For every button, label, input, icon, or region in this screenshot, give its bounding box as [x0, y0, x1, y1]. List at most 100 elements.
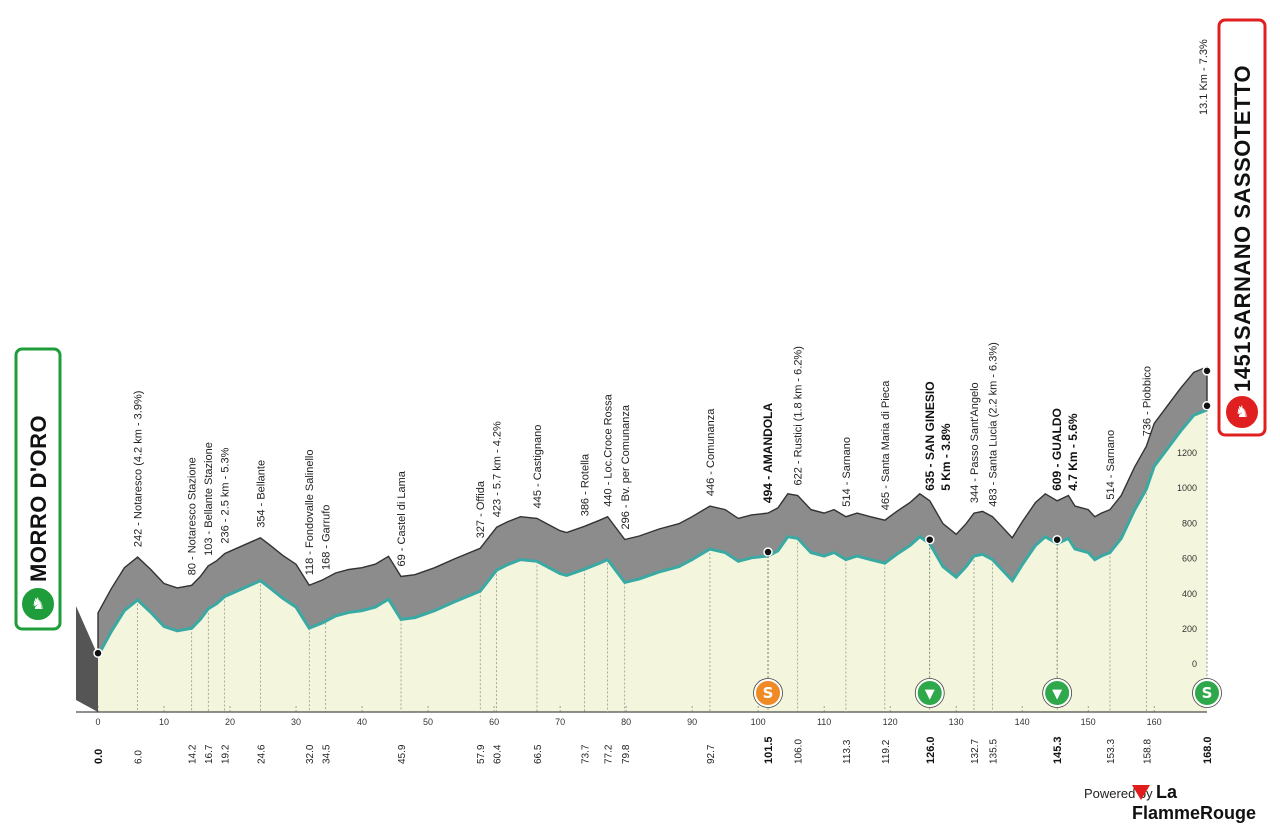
marker-ring-2 [1042, 678, 1073, 708]
km-mark-4: 19.2 [221, 744, 232, 764]
km-mark-9: 57.9 [476, 744, 487, 764]
km-mark-label-25: 158.8 [1142, 739, 1153, 764]
km-mark-7: 34.5 [322, 744, 333, 764]
km-mark-26: 168.0 [1202, 736, 1214, 764]
km-mark-label-6: 32.0 [305, 744, 316, 764]
x-tick-16: 160 [1147, 717, 1162, 727]
waypoint-label-22: 609 - GUALDO [1050, 408, 1064, 491]
brand-name: La FlammeRouge [1132, 782, 1257, 823]
y-tick-2: 400 [1182, 589, 1197, 599]
x-tick-11: 110 [817, 717, 831, 727]
waypoint-5: 118 - Fondovalle Salinello [304, 450, 316, 576]
waypoint-label-14: 446 - Comunanza [705, 408, 717, 496]
waypoint-15: 494 - AMANDOLA [761, 403, 775, 504]
finish-climb-info: 13.1 Km - 7.3% [1198, 39, 1210, 115]
x-tick-0: 0 [95, 717, 100, 727]
km-mark-label-15: 92.7 [706, 744, 717, 764]
km-mark-22: 135.5 [989, 739, 1000, 764]
waypoint-label-4: 354 - Bellante [255, 460, 267, 528]
km-mark-label-3: 16.7 [204, 744, 215, 764]
marker-ring-1 [914, 678, 945, 708]
x-tick-10: 100 [751, 717, 766, 727]
left-wall [76, 606, 98, 712]
waypoint-9: 423 - 5.7 km - 4.2% [492, 421, 504, 517]
y-tick-6: 1200 [1177, 448, 1197, 458]
x-tick-5: 50 [423, 717, 433, 727]
km-mark-0: 0.0 [93, 749, 105, 764]
km-mark-label-19: 119.2 [881, 739, 892, 764]
waypoint-18: 465 - Santa Maria di Pieca [880, 380, 892, 511]
waypoint-8: 327 - Offida [475, 480, 487, 538]
brand-logo: La FlammeRouge [1132, 782, 1280, 824]
km-mark-label-9: 57.9 [476, 744, 487, 764]
marker-symbol-3: S [1202, 684, 1213, 702]
x-axis-ticks: 0 10 20 30 40 50 60 70 80 90 100 110 120 130 140 150 160 [95, 717, 1161, 727]
km-mark-3: 16.7 [204, 744, 215, 764]
km-mark-label-1: 6.0 [134, 750, 145, 764]
waypoint-11: 386 - Rotella [580, 453, 592, 516]
waypoint-label-17: 514 - Sarnano [841, 437, 853, 507]
y-tick-4: 800 [1182, 518, 1197, 528]
route-markers: S ▼ ▼ S [93, 366, 1222, 708]
y-tick-3: 600 [1182, 554, 1197, 564]
waypoint-label-0: 242 - Notaresco (4.2 km - 3.9%) [133, 391, 145, 548]
route-line [96, 408, 1208, 657]
km-mark-label-10: 60.4 [493, 744, 504, 764]
km-mark-label-12: 73.7 [581, 744, 592, 764]
x-tick-8: 80 [621, 717, 631, 727]
marker-ring-0 [753, 678, 783, 708]
waypoint-label-2: 103 - Bellante Stazione [203, 442, 215, 556]
waypoint-label-15: 494 - AMANDOLA [761, 403, 775, 504]
km-mark-20: 126.0 [925, 736, 937, 764]
waypoint-3: 236 - 2.5 km - 5.3% [220, 447, 232, 543]
y-tick-1: 200 [1182, 624, 1197, 634]
km-mark-21: 132.7 [970, 739, 981, 764]
km-mark-19: 119.2 [881, 739, 892, 764]
waypoint-label-23: 514 - Sarnano [1105, 430, 1117, 500]
km-mark-label-7: 34.5 [322, 744, 333, 764]
svg-text:♞: ♞ [31, 594, 45, 613]
x-tick-13: 130 [949, 717, 964, 727]
waypoint-16: 622 - Rustici (1.8 km - 6.2%) [793, 346, 805, 485]
waypoint-17: 514 - Sarnano [841, 437, 853, 507]
x-tick-7: 70 [555, 717, 565, 727]
km-mark-label-18: 113.3 [842, 739, 853, 764]
waypoint-label-20: 344 - Passo Sant'Angelo [969, 382, 981, 503]
km-mark-16: 101.5 [763, 736, 775, 764]
km-mark-label-0: 0.0 [93, 749, 105, 764]
y-tick-0: 0 [1192, 659, 1197, 669]
km-mark-18: 113.3 [842, 739, 853, 764]
waypoint-label-12: 440 - Loc.Croce Rossa [603, 393, 615, 506]
waypoint-label-24: 736 - Piobbico [1141, 366, 1153, 436]
waypoint-6: 168 - Garrufo [321, 505, 333, 570]
km-mark-25: 158.8 [1142, 739, 1153, 764]
marker-symbol-2: ▼ [1052, 687, 1062, 702]
km-mark-label-13: 77.2 [604, 744, 615, 764]
waypoint-label-11: 386 - Rotella [580, 453, 592, 516]
x-tick-3: 30 [291, 717, 301, 727]
waypoint-label-10: 445 - Castignano [532, 425, 544, 509]
marker-ring-3 [1192, 678, 1222, 708]
waypoint-label-9: 423 - 5.7 km - 4.2% [492, 421, 504, 517]
marker-sprint-icon-0 [754, 679, 783, 707]
km-mark-10: 60.4 [493, 744, 504, 764]
waypoint-label-7: 69 - Castel di Lama [396, 470, 408, 566]
waypoint-label-13: 296 - Bv. per Comunanza [620, 404, 632, 529]
x-tick-2: 20 [225, 717, 235, 727]
y-tick-5: 1000 [1177, 483, 1197, 493]
km-mark-label-16: 101.5 [763, 736, 775, 764]
km-mark-label-20: 126.0 [925, 736, 937, 764]
x-tick-15: 150 [1081, 717, 1096, 727]
waypoint-2: 103 - Bellante Stazione [203, 442, 215, 556]
marker-kom-icon-1 [915, 679, 944, 707]
marker-kom-icon-2 [1043, 679, 1072, 707]
x-tick-9: 90 [687, 717, 697, 727]
waypoint-20: 344 - Passo Sant'Angelo [969, 382, 981, 503]
waypoint-label-1: 80 - Notaresco Stazione [187, 457, 199, 575]
waypoint-21: 483 - Santa Lucia (2.2 km - 6.3%) [988, 342, 1000, 506]
km-mark-13: 77.2 [604, 744, 615, 764]
km-mark-label-21: 132.7 [970, 739, 981, 764]
waypoint-label-6: 168 - Garrufo [321, 505, 333, 570]
x-tick-6: 60 [489, 717, 499, 727]
km-mark-label-26: 168.0 [1202, 736, 1214, 764]
